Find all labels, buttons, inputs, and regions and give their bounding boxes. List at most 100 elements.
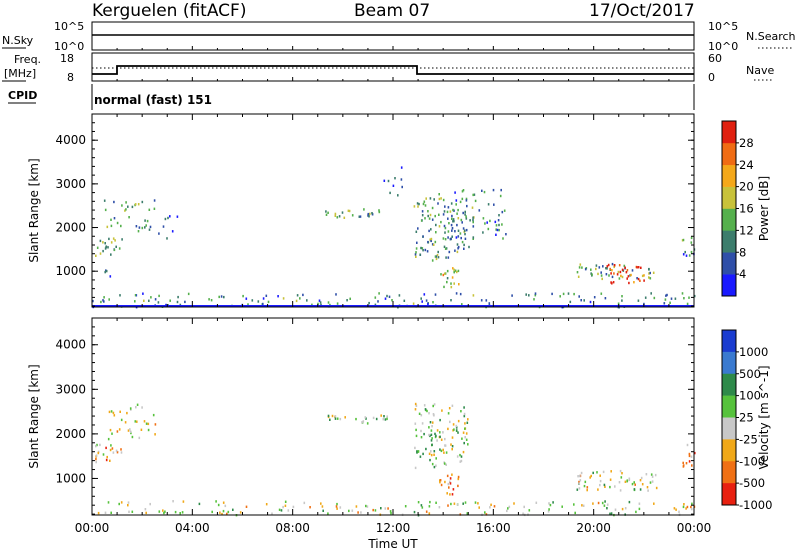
- power-echo-cell: [327, 211, 329, 214]
- power-echo-cell: [608, 274, 610, 277]
- vel-echo-cell: [578, 487, 581, 490]
- power-echo-cell: [422, 202, 425, 206]
- power-echo-cell: [245, 297, 248, 300]
- vel-echo-cell: [430, 429, 433, 432]
- vel-echo-cell: [384, 507, 387, 510]
- power-echo-cell: [449, 210, 452, 213]
- vel-echo-cell: [574, 511, 576, 515]
- power-echo-cell: [401, 185, 403, 189]
- vel-echo-cell: [460, 410, 462, 413]
- vel-echo-cell: [357, 511, 359, 514]
- vel-echo-cell: [429, 421, 432, 424]
- power-echo-cell: [143, 299, 145, 302]
- power-echo-cell: [501, 223, 503, 226]
- power-echo-cell: [424, 248, 427, 252]
- vel-echo-cell: [158, 510, 161, 513]
- vel-echo-cell: [95, 460, 97, 464]
- vel-echo-cell: [691, 502, 693, 505]
- power-echo-cell: [579, 263, 582, 266]
- vel-echo-cell: [109, 448, 112, 452]
- power-echo-cell: [593, 296, 596, 299]
- vel-echo-cell: [465, 432, 468, 435]
- power-echo-cell: [134, 203, 137, 206]
- vel-echo-cell: [508, 505, 511, 509]
- power-echo-cell: [473, 193, 476, 196]
- power-echo-cell: [105, 269, 108, 273]
- power-echo-cell: [451, 227, 454, 230]
- power-echo-cell: [443, 285, 445, 289]
- vel-echo-cell: [673, 507, 676, 510]
- vel-echo-cell: [597, 488, 599, 491]
- vel-echo-cell: [362, 420, 365, 423]
- vel-echo-cell: [445, 463, 447, 466]
- vel-echo-cell: [583, 484, 586, 488]
- power-echo-cell: [653, 296, 656, 300]
- power-echo-cell: [457, 208, 459, 212]
- power-colorbar-swatch: [722, 252, 736, 275]
- power-echo-cell: [417, 205, 419, 208]
- power-echo-cell: [472, 220, 474, 224]
- vel-echo-cell: [452, 423, 455, 426]
- power-colorbar-swatch: [722, 230, 736, 253]
- vel-echo-cell: [688, 454, 691, 458]
- power-echo-cell: [682, 253, 685, 256]
- vel-echo-cell: [433, 450, 436, 453]
- vel-echo-cell: [484, 511, 486, 514]
- power-echo-cell: [630, 273, 632, 277]
- power-echo-cell: [461, 197, 464, 201]
- power-echo-cell: [421, 300, 423, 303]
- power-echo-cell: [640, 266, 642, 269]
- power-echo-cell: [435, 257, 438, 261]
- power-echo-cell: [528, 294, 530, 297]
- power-echo-cell: [452, 220, 454, 223]
- vel-echo-cell: [653, 502, 655, 505]
- vel-echo-cell: [334, 417, 337, 420]
- power-echo-cell: [457, 217, 460, 220]
- vel-echo-cell: [227, 510, 230, 514]
- vel-echo-cell: [431, 437, 433, 440]
- vel-echo-cell: [614, 485, 616, 488]
- power-echo-cell: [627, 275, 630, 278]
- power-echo-cell: [456, 250, 459, 254]
- vel-echo-cell: [606, 503, 609, 506]
- power-echo-cell: [438, 225, 441, 228]
- power-echo-cell: [187, 292, 190, 296]
- power-echo-cell: [102, 249, 104, 253]
- vel-echo-cell: [447, 412, 450, 415]
- beam-title: Beam 07: [354, 1, 430, 21]
- power-echo-cell: [434, 293, 437, 296]
- vel-echo-cell: [309, 506, 311, 509]
- vel-echo-cell: [124, 421, 127, 424]
- power-echo-cell: [452, 208, 454, 212]
- power-colorbar-tick-label: 8: [739, 245, 746, 259]
- power-echo-cell: [435, 231, 437, 234]
- power-echo-cell: [384, 297, 387, 300]
- power-echo-cell: [472, 236, 475, 239]
- power-echo-cell: [620, 274, 622, 278]
- vel-echo-cell: [433, 403, 436, 406]
- power-echo-cell: [306, 299, 308, 302]
- power-echo-cell: [551, 292, 553, 296]
- vel-echo-cell: [172, 500, 174, 503]
- x-tick-label: 12:00: [376, 521, 411, 535]
- power-echo-cell: [131, 205, 134, 209]
- vel-echo-cell: [443, 462, 446, 465]
- power-echo-cell: [169, 299, 171, 302]
- power-echo-cell: [414, 253, 417, 256]
- power-plot-frame: [91, 113, 695, 308]
- power-ytick-label: 1000: [55, 264, 86, 278]
- nave-tick-top: 60: [708, 52, 722, 65]
- power-echo-cell: [134, 300, 136, 303]
- vel-echo-cell: [140, 428, 143, 431]
- vel-echo-cell: [586, 486, 589, 489]
- power-echo-cell: [436, 254, 439, 257]
- power-echo-cell: [417, 227, 419, 230]
- power-echo-cell: [167, 216, 169, 220]
- power-echo-cell: [443, 245, 446, 248]
- vel-echo-cell: [685, 507, 687, 510]
- vel-echo-cell: [95, 444, 97, 448]
- x-tick-label: 16:00: [476, 521, 511, 535]
- power-echo-cell: [462, 227, 465, 230]
- vel-echo-cell: [586, 488, 588, 492]
- power-echo-cell: [474, 199, 477, 203]
